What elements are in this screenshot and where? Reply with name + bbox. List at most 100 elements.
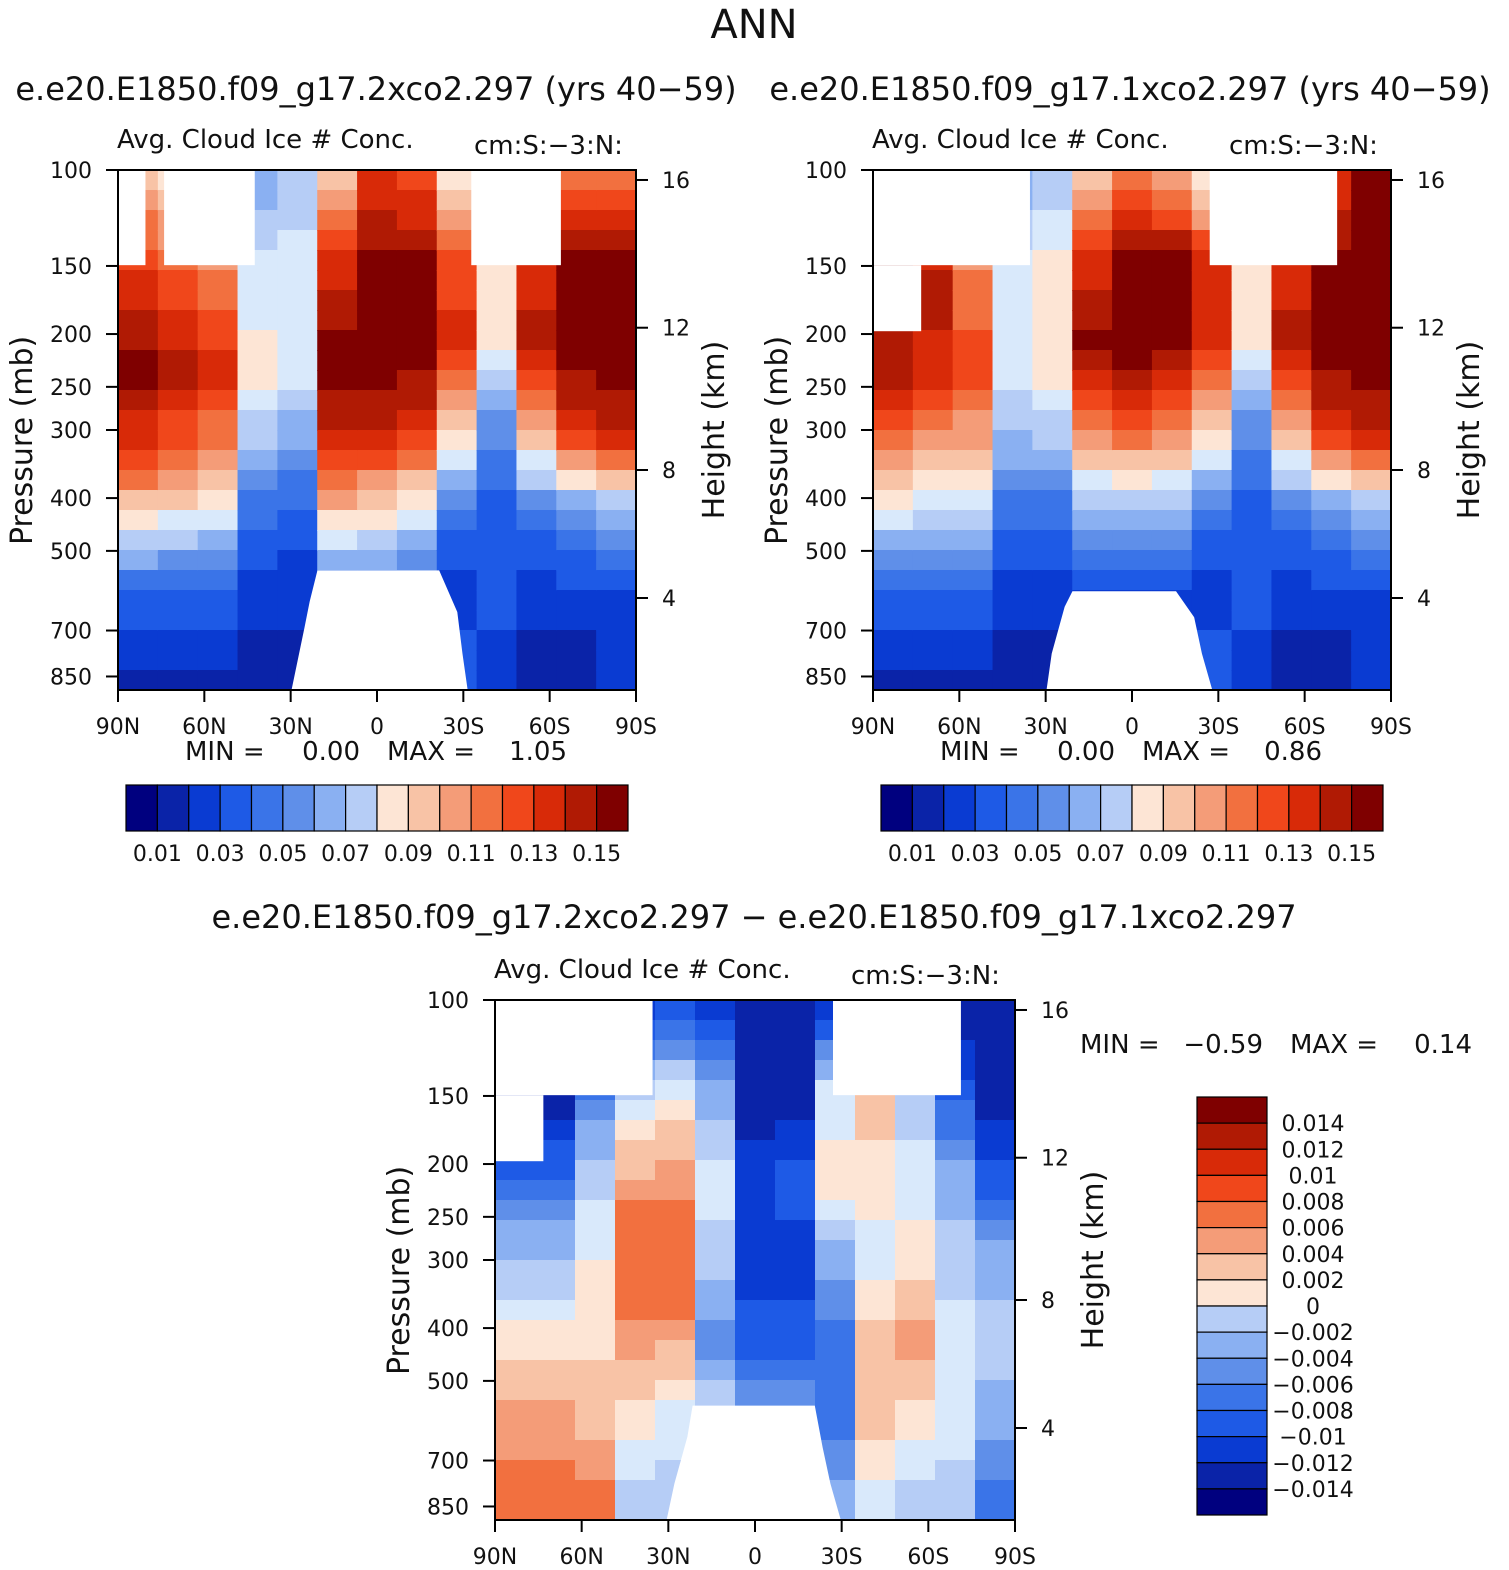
heat-cell [197, 550, 239, 571]
heat-cell [197, 450, 239, 471]
heat-cell [237, 350, 279, 371]
x-tick-label: 60N [182, 715, 226, 740]
heat-cell [436, 330, 478, 351]
heat-cell [1231, 330, 1273, 351]
heat-cell [118, 470, 159, 491]
heat-cell [935, 1460, 976, 1481]
colorbar-swatch [1196, 1383, 1268, 1412]
missing-data-region [164, 170, 255, 266]
heat-cell [575, 1280, 616, 1301]
colorbar-swatch [564, 784, 598, 832]
y-axis-label: Pressure (mb) [382, 1166, 417, 1375]
heat-cell [992, 590, 1034, 611]
y-tick-label: 500 [427, 1370, 469, 1395]
heat-cell [516, 590, 558, 611]
heat-cell [1191, 510, 1233, 531]
heat-cell [735, 1020, 776, 1041]
heat-cell [975, 1220, 1015, 1241]
colorbar-swatch [1100, 784, 1133, 832]
heat-cell [476, 670, 518, 690]
heat-cell [655, 1040, 696, 1061]
panel-left-label: Avg. Cloud Ice # Conc. [494, 955, 791, 985]
colorbar-swatch [1196, 1409, 1268, 1438]
heat-cell [935, 1340, 976, 1361]
heat-cell [535, 1120, 576, 1141]
y-tick-label: 150 [50, 255, 92, 280]
heat-cell [197, 610, 239, 631]
heat-cell [476, 650, 518, 671]
heat-cell [277, 590, 319, 611]
heat-cell [655, 1000, 696, 1021]
heat-cell [596, 210, 636, 231]
heat-cell [935, 1140, 976, 1161]
heat-cell [237, 570, 279, 591]
heat-cell [596, 330, 636, 351]
heat-cell [1351, 650, 1391, 671]
heat-cell [775, 1220, 816, 1241]
heat-cell [575, 1420, 616, 1441]
heat-cell [912, 610, 954, 631]
heat-cell [575, 1320, 616, 1341]
heat-cell [476, 410, 518, 431]
heat-cell [655, 1260, 696, 1281]
y-axis-right-label: Height (km) [1452, 341, 1487, 520]
colorbar-swatch [1196, 1279, 1268, 1307]
heat-cell [317, 490, 359, 511]
colorbar-swatch [1288, 784, 1321, 832]
heat-cell [895, 1480, 936, 1501]
heat-cell [1151, 290, 1193, 311]
heat-cell [735, 1220, 776, 1241]
heat-cell [1351, 410, 1391, 431]
heat-cell [575, 1260, 616, 1281]
colorbar-swatch [911, 784, 945, 832]
heat-cell [873, 550, 914, 571]
heat-cell [1311, 530, 1353, 551]
heat-cell [855, 1440, 896, 1461]
colorbar-swatch [1131, 784, 1164, 832]
colorbar-swatch [880, 784, 913, 832]
heat-cell [476, 470, 518, 491]
heat-cell [556, 510, 598, 531]
heat-cell [535, 1180, 576, 1201]
heat-cell [535, 1260, 576, 1281]
heat-cell [1191, 570, 1233, 591]
heat-cell [895, 1380, 936, 1401]
heat-cell [1271, 390, 1313, 411]
heat-cell [237, 270, 279, 291]
heat-cell [895, 1360, 936, 1381]
heat-cell [118, 630, 159, 651]
heat-cell [1311, 450, 1353, 471]
heat-cell [935, 1260, 976, 1281]
heat-cell [1072, 450, 1114, 471]
panel-3: e.e20.E1850.f09_g17.2xco2.297 − e.e20.E1… [211, 898, 1472, 1570]
heat-cell [436, 170, 478, 191]
heat-cell [992, 390, 1034, 411]
heat-cell [975, 1380, 1015, 1401]
heat-cell [615, 1340, 656, 1361]
heat-cell [952, 470, 994, 491]
heat-cell [495, 1160, 536, 1181]
heat-cell [975, 1360, 1015, 1381]
heat-cell [357, 470, 398, 491]
heat-cell [1151, 330, 1193, 351]
heat-cell [1072, 210, 1114, 231]
heat-cell [396, 430, 438, 451]
colorbar-swatch [596, 784, 629, 832]
heat-cell [895, 1260, 936, 1281]
min-label: MIN = [1080, 1030, 1160, 1060]
heat-cell [775, 1340, 816, 1361]
heat-cell [357, 330, 398, 351]
heat-cell [1351, 510, 1391, 531]
heat-cell [556, 550, 598, 571]
panel-header: e.e20.E1850.f09_g17.2xco2.297 (yrs 40−59… [15, 70, 736, 108]
heat-cell [935, 1300, 976, 1321]
heat-cell [396, 550, 438, 571]
x-tick-label: 30N [1023, 715, 1067, 740]
heat-cell [855, 1240, 896, 1261]
heat-cell [1311, 330, 1353, 351]
heat-cell [157, 350, 199, 371]
heat-cell [535, 1320, 576, 1341]
y-axis-label: Pressure (mb) [5, 336, 40, 545]
heat-cell [912, 630, 954, 651]
y-tick-label: 100 [805, 159, 847, 184]
